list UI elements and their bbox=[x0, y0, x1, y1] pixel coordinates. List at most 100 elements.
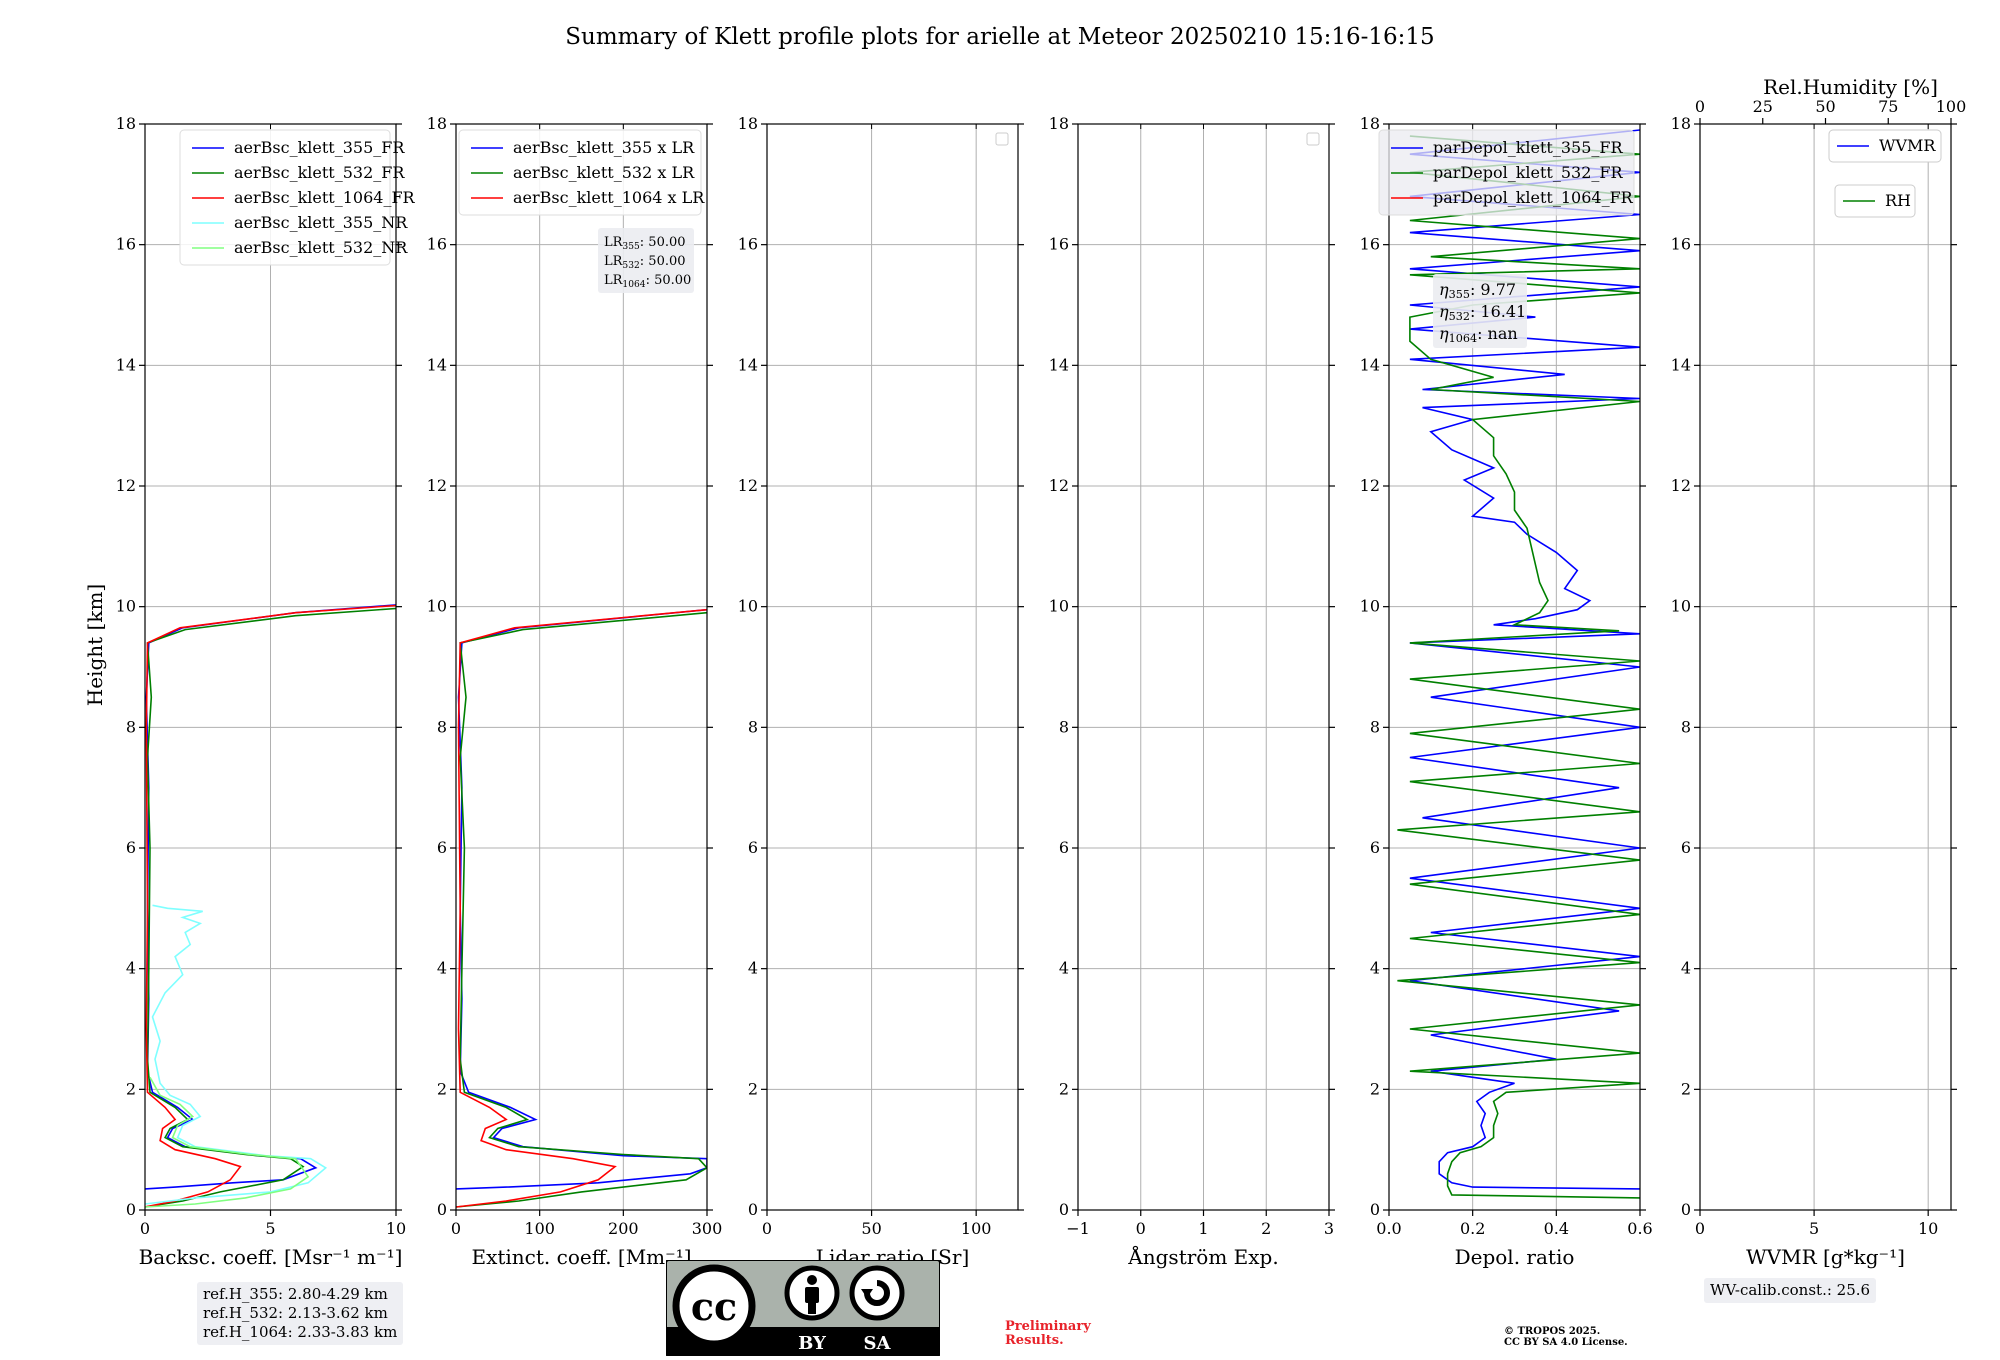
x-tick-label: 10 bbox=[1918, 1219, 1938, 1238]
top-x-tick-label: 75 bbox=[1878, 97, 1898, 116]
y-tick-label: 12 bbox=[1360, 476, 1380, 495]
y-tick-label: 8 bbox=[1370, 717, 1380, 736]
y-tick-label: 12 bbox=[738, 476, 758, 495]
ref-height-1064: ref.H_1064: 2.33-3.83 km bbox=[203, 1323, 398, 1341]
y-tick-label: 4 bbox=[1059, 959, 1069, 978]
legend-entry: parDepol_klett_355_FR bbox=[1433, 138, 1624, 157]
annotation-box: LR355: 50.00 LR532: 50.00 LR1064: 50.00 bbox=[598, 228, 694, 293]
top-x-tick-label: 50 bbox=[1815, 97, 1835, 116]
axes-frame bbox=[1699, 123, 1952, 1211]
y-tick-label: 14 bbox=[1671, 355, 1691, 374]
y-tick-label: 14 bbox=[116, 355, 136, 374]
x-tick-label: 50 bbox=[861, 1219, 881, 1238]
annotation-text: LR1064: 50.00 bbox=[604, 273, 691, 290]
x-axis-label: WVMR [g*kg⁻¹] bbox=[1746, 1245, 1905, 1269]
series-line-aerBsc_klett_532_FR bbox=[145, 607, 396, 1208]
y-tick-label: 10 bbox=[738, 597, 758, 616]
legend-entry: parDepol_klett_1064_FR bbox=[1433, 188, 1634, 207]
y-tick-label: 2 bbox=[437, 1079, 447, 1098]
y-tick-label: 0 bbox=[748, 1200, 758, 1219]
y-tick-label: 14 bbox=[427, 355, 447, 374]
y-tick-label: 16 bbox=[1360, 235, 1380, 254]
empty-legend-box bbox=[995, 132, 1009, 146]
preliminary-line-2: Results. bbox=[1005, 1333, 1064, 1348]
figure-title: Summary of Klett profile plots for ariel… bbox=[565, 24, 1434, 50]
legend: parDepol_klett_355_FR parDepol_klett_532_… bbox=[1378, 129, 1635, 216]
sa-label: SA bbox=[864, 1333, 892, 1354]
x-axis-label: Ångström Exp. bbox=[1127, 1244, 1278, 1269]
x-tick-label: 5 bbox=[265, 1219, 275, 1238]
preliminary-results-note: Preliminary Results. bbox=[1005, 1320, 1091, 1348]
x-tick-label: −1 bbox=[1066, 1219, 1090, 1238]
x-tick-label: 10 bbox=[386, 1219, 406, 1238]
legend-entry: aerBsc_klett_532_FR bbox=[234, 163, 405, 182]
legend: aerBsc_klett_355 x LR aerBsc_klett_532 x … bbox=[458, 129, 705, 216]
legend-entry: parDepol_klett_532_FR bbox=[1433, 163, 1624, 182]
y-tick-label: 12 bbox=[427, 476, 447, 495]
empty-legend-box bbox=[1306, 132, 1320, 146]
y-tick-label: 10 bbox=[427, 597, 447, 616]
y-tick-label: 4 bbox=[126, 959, 136, 978]
legend-entry: RH bbox=[1885, 191, 1911, 210]
annotation-background bbox=[598, 228, 694, 293]
y-tick-label: 8 bbox=[126, 717, 136, 736]
top-x-tick-label: 25 bbox=[1753, 97, 1773, 116]
y-tick-label: 8 bbox=[748, 717, 758, 736]
legend-entry: aerBsc_klett_1064_FR bbox=[234, 188, 416, 207]
y-tick-label: 10 bbox=[1671, 597, 1691, 616]
legend-entry: aerBsc_klett_355 x LR bbox=[513, 138, 695, 157]
x-axis-label: Extinct. coeff. [Mm⁻¹] bbox=[471, 1245, 691, 1269]
y-tick-label: 0 bbox=[437, 1200, 447, 1219]
top-x-tick-label: 100 bbox=[1936, 97, 1967, 116]
y-tick-label: 10 bbox=[1360, 597, 1380, 616]
x-tick-label: 5 bbox=[1809, 1219, 1819, 1238]
x-tick-label: 0 bbox=[1695, 1219, 1705, 1238]
ref-height-532: ref.H_532: 2.13-3.62 km bbox=[203, 1304, 388, 1322]
y-tick-label: 12 bbox=[1049, 476, 1069, 495]
ref-height-355: ref.H_355: 2.80-4.29 km bbox=[203, 1285, 388, 1303]
x-tick-label: 2 bbox=[1261, 1219, 1271, 1238]
y-tick-label: 18 bbox=[1671, 114, 1691, 133]
y-tick-label: 6 bbox=[1059, 838, 1069, 857]
by-label: BY bbox=[798, 1333, 827, 1354]
x-tick-label: 0 bbox=[762, 1219, 772, 1238]
y-tick-label: 14 bbox=[1360, 355, 1380, 374]
y-tick-label: 4 bbox=[748, 959, 758, 978]
y-tick-label: 2 bbox=[126, 1079, 136, 1098]
y-tick-label: 18 bbox=[1049, 114, 1069, 133]
x-tick-label: 0 bbox=[1136, 1219, 1146, 1238]
y-tick-label: 14 bbox=[738, 355, 758, 374]
y-tick-label: 0 bbox=[126, 1200, 136, 1219]
sa-share-icon bbox=[849, 1265, 905, 1321]
y-tick-label: 0 bbox=[1681, 1200, 1691, 1219]
annotation-background bbox=[1433, 274, 1527, 348]
panel-backscatter: 0 5 10 0 2 4 6 8 10 12 14 16 18 Backsc. coeff. [Msr⁻¹… bbox=[116, 114, 416, 1269]
y-tick-label: 4 bbox=[1370, 959, 1380, 978]
wv-calibration-box: WV-calib.const.: 25.6 bbox=[1704, 1278, 1877, 1303]
series-line-aerBsc_klett_355 x LR bbox=[456, 608, 707, 1190]
x-tick-label: 100 bbox=[524, 1219, 555, 1238]
y-tick-label: 8 bbox=[437, 717, 447, 736]
x-tick-label: 300 bbox=[692, 1219, 723, 1238]
y-tick-label: 2 bbox=[1370, 1079, 1380, 1098]
series-line-aerBsc_klett_532 x LR bbox=[456, 611, 707, 1208]
legend-WVMR: WVMR bbox=[1828, 129, 1942, 163]
axes-frame bbox=[1388, 123, 1641, 1211]
x-tick-label: 1 bbox=[1198, 1219, 1208, 1238]
x-tick-label: 0.0 bbox=[1376, 1219, 1401, 1238]
legend-RH: RH bbox=[1834, 184, 1916, 218]
legend-box bbox=[458, 129, 702, 216]
y-tick-label: 16 bbox=[1049, 235, 1069, 254]
x-tick-label: 0.6 bbox=[1627, 1219, 1652, 1238]
cc-logo-text: cc bbox=[691, 1284, 737, 1329]
series-line-aerBsc_klett_355_NR bbox=[145, 904, 328, 1205]
annotation-text: η1064: nan bbox=[1439, 324, 1518, 345]
y-tick-label: 12 bbox=[116, 476, 136, 495]
x-tick-label: 200 bbox=[608, 1219, 639, 1238]
legend-entry: WVMR bbox=[1879, 136, 1936, 155]
